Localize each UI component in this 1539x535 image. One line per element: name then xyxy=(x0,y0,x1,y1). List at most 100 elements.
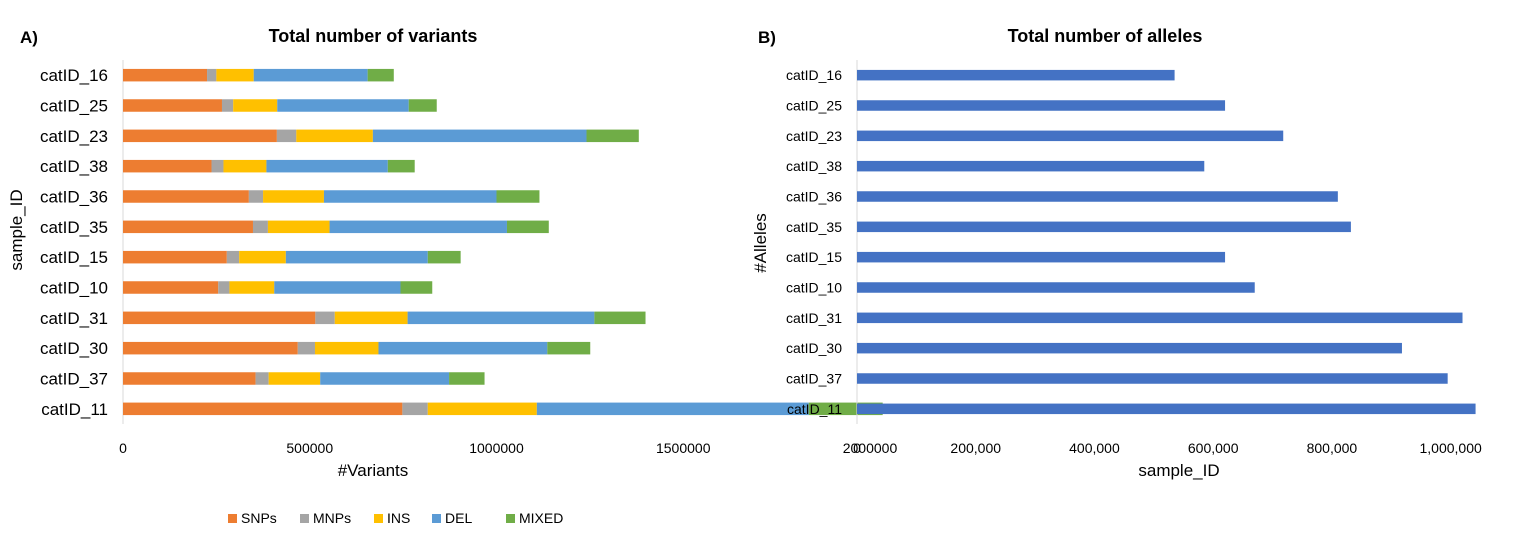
chart-a-xlabel: #Variants xyxy=(338,461,409,480)
bar-segment-mnps xyxy=(218,281,230,294)
chart-a-category-label: catID_15 xyxy=(40,248,108,267)
chart-a-category-label: catID_16 xyxy=(40,66,108,85)
chart-b-category-label: catID_36 xyxy=(786,189,842,205)
legend-swatch-del xyxy=(432,514,441,523)
bar-segment-del xyxy=(274,281,401,294)
bar-segment-mnps xyxy=(252,220,268,234)
chart-b-xlabel: sample_ID xyxy=(1138,461,1219,480)
bar-segment-mixed xyxy=(506,220,549,234)
chart-a-category-label: catID_25 xyxy=(40,97,108,116)
bar-segment-del xyxy=(285,250,428,264)
allele-bar xyxy=(857,100,1226,111)
bar-segment-mnps xyxy=(315,311,335,325)
bar-segment-ins xyxy=(233,99,278,112)
chart-b-category-label: catID_15 xyxy=(786,249,842,265)
bar-segment-mixed xyxy=(496,190,540,203)
bar-segment-snps xyxy=(123,402,403,416)
chart-b-x-tick-label: 200,000 xyxy=(950,440,1001,456)
legend-label-snps: SNPs xyxy=(241,510,277,526)
chart-a-plot: catID_16 catID_25 catID_23 catID_38 catID_36… xyxy=(40,60,898,456)
legend-label-del: DEL xyxy=(445,510,472,526)
bar-segment-ins xyxy=(296,129,373,143)
chart-a-title: Total number of variants xyxy=(269,26,478,46)
bar-segment-mixed xyxy=(427,250,461,264)
legend-swatch-snps xyxy=(228,514,237,523)
chart-b-category-label: catID_11 xyxy=(787,401,842,417)
chart-b-x-tick-label: 800,000 xyxy=(1307,440,1358,456)
chart-a-category-label: catID_37 xyxy=(40,370,108,389)
allele-bar xyxy=(857,342,1402,354)
chart-a-x-tick-label: 1500000 xyxy=(656,440,711,456)
chart-b-x-tick-label: 0 xyxy=(853,440,861,456)
bar-segment-ins xyxy=(314,341,379,355)
bar-segment-snps xyxy=(123,129,277,143)
bar-segment-snps xyxy=(123,372,256,385)
bar-segment-ins xyxy=(427,402,537,416)
legend-label-mnps: MNPs xyxy=(313,510,351,526)
legend-swatch-mixed xyxy=(506,514,515,523)
allele-bar xyxy=(857,191,1338,202)
bar-segment-snps xyxy=(123,250,227,264)
chart-a-category-label: catID_11 xyxy=(41,400,108,419)
legend-swatch-mnps xyxy=(300,514,309,523)
chart-b-category-label: catID_35 xyxy=(786,219,842,235)
bar-segment-ins xyxy=(223,159,267,173)
chart-a-x-tick-label: 1000000 xyxy=(469,440,524,456)
bar-segment-del xyxy=(266,159,388,173)
bar-segment-mixed xyxy=(387,159,415,173)
bar-segment-snps xyxy=(123,281,219,294)
legend-label-mixed: MIXED xyxy=(519,510,563,526)
chart-b-category-label: catID_38 xyxy=(786,158,842,174)
bar-segment-mixed xyxy=(586,129,639,143)
allele-bar xyxy=(857,282,1255,293)
bar-segment-snps xyxy=(123,220,253,234)
bar-segment-ins xyxy=(239,250,286,264)
bar-segment-mnps xyxy=(297,341,315,355)
chart-a-category-label: catID_30 xyxy=(40,339,108,358)
bar-segment-del xyxy=(378,341,548,355)
panel-b-label: B) xyxy=(758,28,776,47)
allele-bar xyxy=(857,160,1205,172)
allele-bar xyxy=(857,403,1476,415)
bar-segment-snps xyxy=(123,99,222,112)
allele-bar xyxy=(857,69,1175,81)
bar-segment-del xyxy=(320,372,450,385)
bar-segment-mnps xyxy=(276,129,297,143)
chart-b-category-label: catID_31 xyxy=(786,310,842,326)
chart-b-category-label: catID_30 xyxy=(786,340,842,356)
chart-b-x-tick-label: 1,000,000 xyxy=(1419,440,1481,456)
bar-segment-snps xyxy=(123,341,298,355)
chart-a-x-tick-label: 0 xyxy=(119,440,127,456)
chart-b-title: Total number of alleles xyxy=(1008,26,1203,46)
chart-b-plot: catID_16 catID_25 catID_23 catID_38 catID_36… xyxy=(786,60,1482,456)
bar-segment-mixed xyxy=(400,281,433,294)
allele-bar xyxy=(857,373,1448,384)
bar-segment-ins xyxy=(229,281,275,294)
chart-b-x-tick-label: 600,000 xyxy=(1188,440,1239,456)
bar-segment-del xyxy=(372,129,587,143)
bar-segment-snps xyxy=(123,190,249,203)
bar-segment-ins xyxy=(334,311,408,325)
chart-b-category-label: catID_25 xyxy=(786,98,842,114)
bar-segment-ins xyxy=(267,220,330,234)
chart-a-x-tick-label: 500000 xyxy=(286,440,333,456)
chart-b-x-tick-label: 400,000 xyxy=(1069,440,1120,456)
bar-segment-del xyxy=(329,220,507,234)
bar-segment-mixed xyxy=(594,311,646,325)
bar-segment-mixed xyxy=(547,341,591,355)
chart-a-x-tick-label: 2000000 xyxy=(843,440,898,456)
chart-b-category-label: catID_10 xyxy=(786,280,842,296)
legend-swatch-ins xyxy=(374,514,383,523)
chart-a-category-label: catID_38 xyxy=(40,157,108,176)
chart-a-category-label: catID_36 xyxy=(40,188,108,207)
allele-bar xyxy=(857,251,1226,263)
panel-a-label: A) xyxy=(20,28,38,47)
bar-segment-mixed xyxy=(367,68,394,82)
bar-segment-mnps xyxy=(211,159,224,173)
legend-label-ins: INS xyxy=(387,510,410,526)
chart-a-category-label: catID_23 xyxy=(40,127,108,146)
chart-a-category-label: catID_10 xyxy=(40,279,108,298)
bar-segment-snps xyxy=(123,311,316,325)
bar-segment-del xyxy=(323,190,497,203)
